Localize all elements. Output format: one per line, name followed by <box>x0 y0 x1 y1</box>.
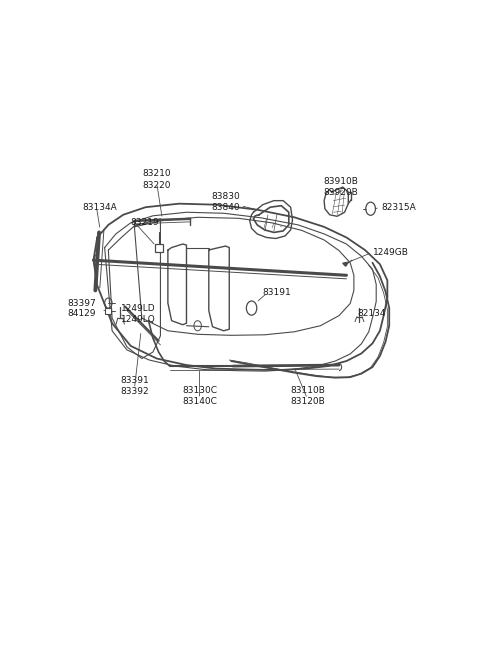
Text: 83397: 83397 <box>67 299 96 308</box>
Text: 82315A: 82315A <box>382 202 417 212</box>
Text: 1249LD
1249LQ: 1249LD 1249LQ <box>121 304 156 324</box>
Text: 84129: 84129 <box>67 309 96 318</box>
Text: 83191: 83191 <box>263 288 291 297</box>
Text: 83110B
83120B: 83110B 83120B <box>290 386 325 406</box>
Text: 83391
83392: 83391 83392 <box>120 376 149 396</box>
Text: 83134A: 83134A <box>83 202 117 212</box>
Text: 82134: 82134 <box>358 309 386 318</box>
Polygon shape <box>343 262 348 266</box>
Text: 83130C
83140C: 83130C 83140C <box>182 386 217 406</box>
FancyBboxPatch shape <box>106 308 111 314</box>
Text: 1249GB: 1249GB <box>372 248 408 257</box>
Text: 83210
83220: 83210 83220 <box>143 170 171 189</box>
Text: 83219: 83219 <box>131 218 159 227</box>
FancyBboxPatch shape <box>155 244 163 252</box>
Text: 83830
83840: 83830 83840 <box>212 192 240 212</box>
Text: 83910B
83920B: 83910B 83920B <box>324 177 358 197</box>
